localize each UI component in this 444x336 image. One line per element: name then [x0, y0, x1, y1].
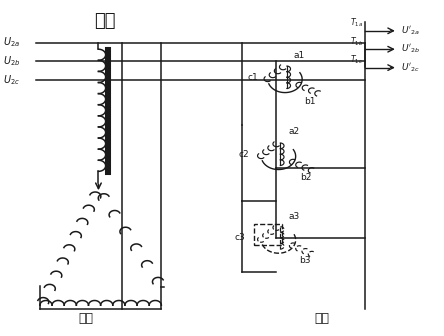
Text: c1: c1	[247, 73, 258, 82]
Text: 线路: 线路	[94, 12, 116, 30]
Text: b3: b3	[299, 255, 311, 264]
Text: 副边: 副边	[314, 312, 329, 325]
Text: a2: a2	[289, 127, 300, 136]
Text: 原边: 原边	[78, 312, 93, 325]
Text: c3: c3	[234, 233, 245, 242]
Text: $U'_{2a}$: $U'_{2a}$	[401, 25, 420, 37]
Text: b1: b1	[305, 96, 316, 106]
Text: $U_{2a}$: $U_{2a}$	[3, 36, 20, 49]
Text: a3: a3	[289, 212, 300, 221]
Text: c2: c2	[238, 150, 249, 159]
Text: $U_{2b}$: $U_{2b}$	[3, 54, 20, 68]
Text: b2: b2	[300, 172, 312, 181]
Bar	[254, 224, 281, 245]
Text: a1: a1	[293, 51, 305, 60]
Text: $U'_{2b}$: $U'_{2b}$	[401, 43, 420, 55]
Text: $T_{1c}$: $T_{1c}$	[350, 53, 363, 66]
Text: $T_{1b}$: $T_{1b}$	[350, 35, 363, 47]
Text: $T_{1a}$: $T_{1a}$	[350, 17, 363, 29]
Text: $U_{2c}$: $U_{2c}$	[3, 73, 20, 87]
Text: $U'_{2c}$: $U'_{2c}$	[401, 61, 420, 74]
